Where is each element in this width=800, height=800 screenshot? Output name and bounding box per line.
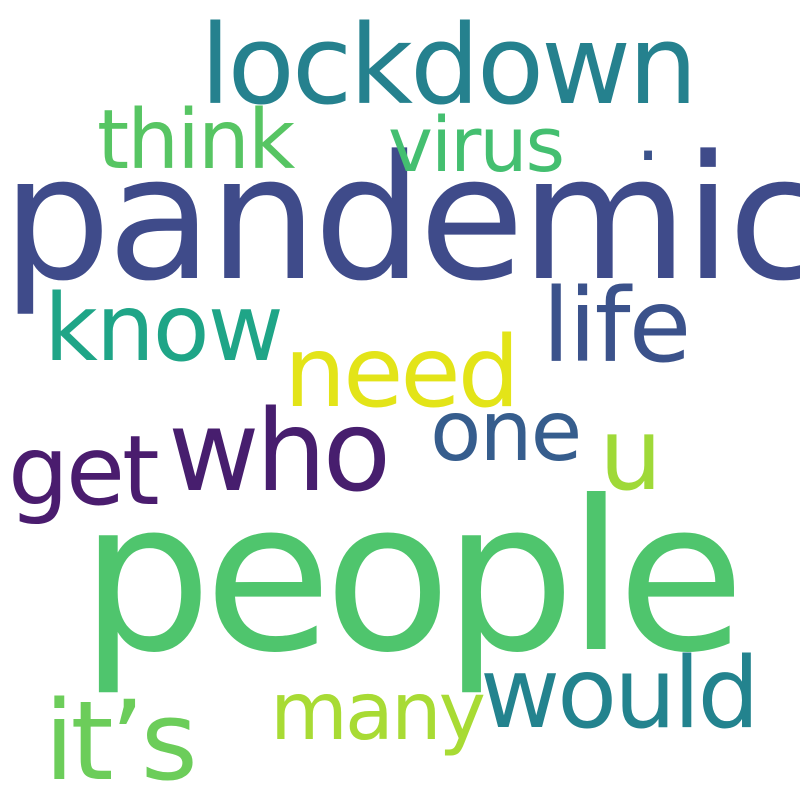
word-pandemic: pandemic bbox=[2, 118, 800, 319]
word-dot: . bbox=[636, 89, 661, 178]
word-know: know bbox=[44, 274, 284, 382]
word-life: life bbox=[542, 267, 691, 386]
word-u: u bbox=[599, 396, 663, 513]
word-many: many bbox=[270, 665, 486, 758]
word-would: would bbox=[480, 637, 760, 751]
word-need: need bbox=[284, 316, 520, 430]
word-virus: virus bbox=[388, 100, 565, 189]
word-get: get bbox=[8, 415, 160, 527]
word-people: people bbox=[80, 457, 745, 699]
word-think: think bbox=[97, 93, 295, 188]
word-lockdown: lockdown bbox=[200, 1, 698, 129]
word-who: who bbox=[168, 387, 391, 517]
word-its: it’s bbox=[44, 677, 198, 800]
word-one: one bbox=[430, 382, 582, 480]
